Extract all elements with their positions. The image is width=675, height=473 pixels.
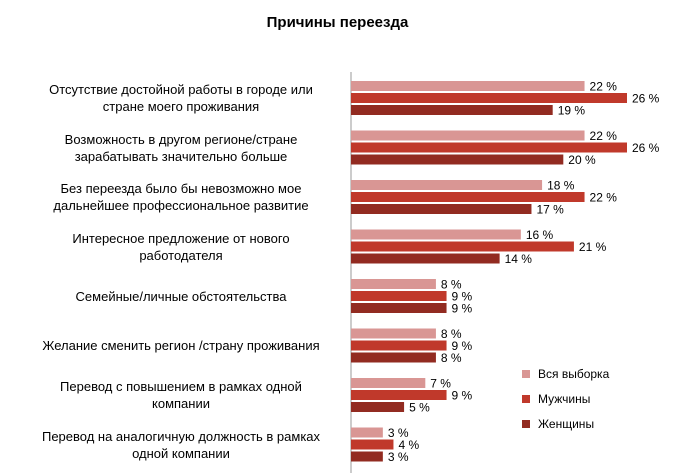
- bar-value-label: 22 %: [590, 129, 618, 143]
- bar: [351, 328, 436, 339]
- legend-swatch: [522, 395, 530, 403]
- bar: [351, 192, 585, 202]
- bar: [351, 439, 394, 450]
- bar-value-label: 8 %: [441, 278, 462, 292]
- bar: [351, 154, 564, 165]
- bar: [351, 378, 426, 388]
- bar: [351, 427, 383, 438]
- bar: [351, 303, 447, 313]
- legend-label: Вся выборка: [538, 367, 610, 381]
- category-label-line: одной компании: [132, 445, 230, 461]
- category-label-line: компании: [152, 396, 210, 411]
- bar-value-label: 14 %: [505, 252, 533, 266]
- bar-value-label: 9 %: [452, 339, 473, 353]
- bar-value-label: 26 %: [632, 92, 660, 106]
- bar-value-label: 3 %: [388, 426, 409, 440]
- category-label: Возможность в другом регионе/стране зараб…: [20, 131, 342, 165]
- bar: [351, 142, 627, 153]
- bar: [351, 402, 405, 412]
- bar-value-label: 8 %: [441, 327, 462, 341]
- bar-value-label: 26 %: [632, 141, 660, 155]
- bar-value-label: 3 %: [388, 450, 409, 464]
- category-label: Семейные/личные обстоятельства: [20, 288, 342, 305]
- bar: [351, 253, 500, 264]
- category-label-line: Перевод с повышением в рамках одной: [60, 379, 302, 394]
- category-label-line: работодателя: [139, 247, 223, 263]
- chart-title: Причины переезда: [266, 14, 409, 31]
- bar-value-label: 7 %: [430, 377, 451, 391]
- category-label: Отсутствие достойной работы в городе или…: [20, 81, 342, 115]
- category-label: Без переезда было бы невозможно мое дальн…: [20, 180, 342, 214]
- category-label-line: Отсутствие достойной работы в городе или: [49, 82, 313, 97]
- category-label-line: Возможность в другом регионе/стране: [64, 131, 298, 147]
- legend-swatch: [522, 420, 530, 428]
- category-label-line: Семейные/личные обстоятельства: [75, 288, 287, 304]
- bar: [351, 81, 585, 91]
- bar-value-label: 18 %: [547, 179, 575, 193]
- bar: [351, 180, 543, 190]
- category-label-line: стране моего проживания: [102, 99, 260, 114]
- bar: [351, 105, 553, 115]
- category-label: Перевод на аналогичную должность в рамка…: [20, 428, 342, 462]
- bar: [351, 279, 436, 289]
- bar-value-label: 16 %: [526, 228, 554, 242]
- legend-label: Женщины: [538, 417, 595, 431]
- bar: [351, 241, 574, 252]
- bar: [351, 93, 627, 103]
- category-label: Интересное предложение от нового работода…: [20, 230, 342, 264]
- bar: [351, 352, 436, 363]
- bar-value-label: 22 %: [590, 80, 618, 94]
- bar-value-label: 8 %: [441, 351, 462, 365]
- category-label-line: зарабатывать значительно больше: [74, 148, 288, 164]
- category-label: Перевод с повышением в рамках одной компа…: [20, 378, 342, 412]
- bar-value-label: 19 %: [558, 104, 586, 118]
- bar: [351, 451, 383, 462]
- bar-value-label: 9 %: [452, 389, 473, 403]
- bar: [351, 291, 447, 301]
- bar-value-label: 22 %: [590, 191, 618, 205]
- category-label-line: Без переезда было бы невозможно мое: [60, 181, 302, 196]
- category-label-line: Желание сменить регион /страну проживани…: [42, 338, 320, 353]
- bar-value-label: 20 %: [568, 153, 596, 167]
- bar: [351, 130, 585, 141]
- category-label: Желание сменить регион /страну проживани…: [20, 337, 342, 354]
- bar-value-label: 9 %: [452, 302, 473, 316]
- bar-value-label: 4 %: [398, 438, 419, 452]
- bar-value-label: 21 %: [579, 240, 607, 254]
- bar: [351, 204, 532, 214]
- bar: [351, 390, 447, 400]
- bar: [351, 340, 447, 351]
- bar: [351, 229, 521, 240]
- category-label-line: Интересное предложение от нового: [72, 230, 290, 246]
- category-label-line: Перевод на аналогичную должность в рамка…: [41, 428, 321, 444]
- bar-value-label: 17 %: [536, 203, 564, 217]
- category-label-line: дальнейшее профессиональное развитие: [53, 198, 309, 213]
- bar-value-label: 5 %: [409, 401, 430, 415]
- legend-swatch: [522, 370, 530, 378]
- legend-label: Мужчины: [538, 392, 591, 406]
- bar-value-label: 9 %: [452, 290, 473, 304]
